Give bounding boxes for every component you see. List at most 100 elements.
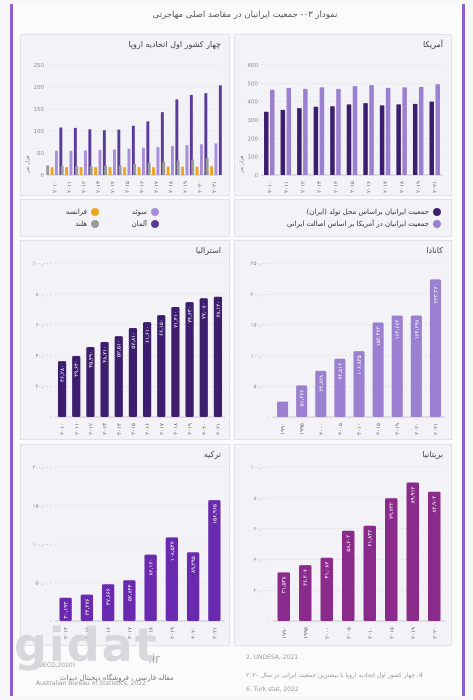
bar [286, 87, 292, 175]
data-label: ۴۱,۰۸۷ [325, 562, 331, 579]
bar [57, 361, 67, 417]
y-unit-label: هزار نفر [25, 155, 31, 174]
x-tick-label: ۲۰۰۰ [325, 627, 331, 639]
y-tick-label: ۸۰,۰۰۰ [35, 292, 52, 298]
bar [113, 149, 116, 175]
bar [175, 99, 179, 175]
data-label: ۸۳,۹۰۳ [432, 496, 438, 513]
legend-item: سوئد [132, 208, 159, 216]
bar [406, 482, 419, 621]
data-label: ۷۴,۶۳۰ [188, 306, 194, 323]
bar [218, 85, 222, 175]
y-tick-label: ۱۰۰,۰۰۰ [251, 465, 270, 471]
bar [297, 108, 302, 175]
footnote: 2. UNDESA, 2021 [246, 654, 299, 661]
bar [342, 530, 355, 621]
y-tick-label: ۵۰,۰۰۰ [253, 384, 270, 390]
y-tick-label: ۲۵۰,۰۰۰ [251, 261, 270, 267]
bar [123, 580, 136, 621]
x-tick-label: ۲۰۱۰ [60, 423, 66, 435]
panel-title: استرالیا [195, 246, 221, 255]
y-tick-label: ۲۰۰,۰۰۰ [33, 465, 52, 471]
bar [152, 167, 155, 175]
bar [165, 537, 179, 621]
bar [142, 322, 152, 417]
y-tick-label: 300 [248, 118, 259, 124]
panel-usa: آمریکا 0 100 200 300 400 500 600 هزار نفر ۲۰۱۰ ۲۰… [234, 34, 452, 196]
bar [336, 88, 341, 175]
data-label: ۵۲,۸۴۴ [127, 584, 133, 601]
bar [214, 143, 218, 175]
bar [127, 148, 131, 175]
data-label: ۹۴,۵۱۲ [338, 363, 344, 380]
bar [204, 93, 208, 175]
y-tick-label: ۶۰,۰۰۰ [35, 323, 52, 329]
data-label: ۱۶۴,۶۶۳ [395, 320, 401, 340]
x-tick-label: ۲۰۱۷ [159, 423, 165, 435]
bar [114, 336, 123, 417]
x-tick-label: ۲۰۲۰ [414, 423, 420, 435]
y-tick-label: ۶۰,۰۰۰ [253, 527, 270, 533]
data-label: ۴۷,۶۶۶ [106, 588, 112, 605]
panel-uk: بریتانیا ۰ ۲۰,۰۰۰ ۴۰,۰۰۰ ۶۰,۰۰۰ ۸۰,۰۰۰ ۱۰۰,۰۰… [234, 444, 452, 646]
bar [210, 166, 213, 175]
legend-europe-panel: سوئد آلمان فرانسه هلند [20, 199, 230, 237]
bar [346, 104, 352, 175]
bar [98, 149, 102, 175]
bar [131, 125, 135, 175]
y-unit-label: هزار نفر [239, 155, 245, 174]
x-tick-label: ۲۰۱۷ [154, 181, 160, 193]
footnote: Australian Bureau of Statistics, 2022 [36, 680, 146, 687]
bar [277, 401, 289, 417]
x-tick-label: ۲۰۱۵ [376, 423, 382, 435]
data-label: ۳۶,۲۸۰ [60, 365, 66, 382]
bar [94, 167, 97, 175]
x-tick-label: ۲۰۱۹ [188, 423, 194, 435]
x-tick-label: ۲۰۱۶ [145, 423, 151, 435]
x-tick-label: ۲۰۱۸ [173, 423, 179, 435]
x-tick-label: ۲۰۱۵ [389, 627, 395, 639]
bar [100, 341, 109, 417]
bar [156, 146, 160, 175]
x-tick-label: ۱۹۹۰ [281, 423, 287, 435]
x-tick-label: ۲۰۲۱ [433, 423, 439, 435]
bar [185, 302, 194, 417]
panel-title: چهار کشور اول اتحادیه اروپا [128, 40, 221, 49]
bar [208, 500, 221, 621]
bar [146, 121, 150, 175]
data-label: ۳۱,۵۳۸ [282, 576, 288, 593]
bar [147, 163, 151, 175]
bar [199, 298, 208, 417]
panel-turkey: ترکیه ۰ ۵۰,۰۰۰ ۱۰۰,۰۰۰ ۱۵۰,۰۰۰ ۲۰۰,۰۰۰ ۲۰۱۴ ۳۰… [20, 444, 230, 646]
y-tick-label: ۸۰,۰۰۰ [253, 496, 270, 502]
data-label: ۳۰,۱۹۳ [64, 602, 70, 619]
bar [334, 358, 346, 417]
bar [402, 87, 407, 175]
bar [80, 594, 94, 621]
panel-canada: کانادا ۰ ۵۰,۰۰۰ ۱۰۰,۰۰۰ ۱۵۰,۰۰۰ ۲۰۰,۰۰۰ ۲۵۰,۰… [234, 240, 452, 440]
y-tick-label: 100 [248, 155, 259, 161]
bar [396, 104, 401, 175]
bar [369, 85, 374, 175]
y-tick-label: 0 [41, 173, 45, 179]
bar [176, 160, 180, 175]
legend-label: هلند [75, 220, 87, 228]
bar [89, 166, 93, 175]
y-tick-label: ۲۰۰,۰۰۰ [251, 292, 270, 298]
bar [86, 346, 95, 417]
data-label: ۵۸,۶۰۳ [346, 535, 352, 552]
data-label: ۸۶,۱۶۰ [149, 559, 155, 576]
legend-europe-col2: فرانسه هلند [66, 208, 99, 232]
panel-title: بریتانیا [422, 450, 443, 459]
x-tick-label: ۲۰۲۰ [432, 627, 438, 639]
watermark-tld: .ir [148, 652, 161, 666]
bar [75, 166, 79, 175]
bar [418, 87, 424, 175]
bar [137, 167, 141, 175]
bar [59, 597, 72, 621]
data-label: ۱۵۳,۴۷۳ [376, 326, 382, 346]
panel-australia: استرالیا ۰ ۲۰,۰۰۰ ۴۰,۰۰۰ ۶۰,۰۰۰ ۸۰,۰۰۰ ۱۰۰,۰۰… [20, 240, 230, 440]
bar [108, 167, 112, 175]
bar [280, 109, 286, 175]
bar [429, 101, 434, 175]
